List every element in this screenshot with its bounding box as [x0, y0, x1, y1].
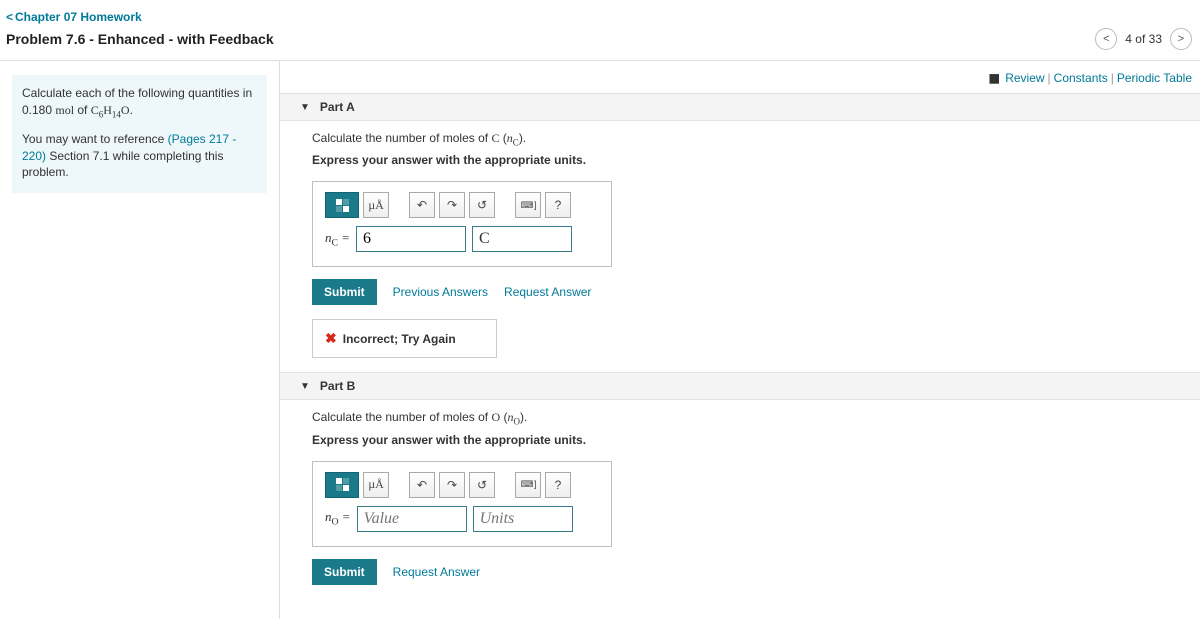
- review-link[interactable]: Review: [1005, 71, 1044, 85]
- request-answer-link-b[interactable]: Request Answer: [393, 565, 480, 579]
- units-button[interactable]: µÅ: [363, 472, 389, 498]
- pager: < 4 of 33 >: [1095, 28, 1192, 50]
- prev-page-button[interactable]: <: [1095, 28, 1117, 50]
- unit-input-a[interactable]: [472, 226, 572, 252]
- unit-input-b[interactable]: [473, 506, 573, 532]
- templates-button[interactable]: [325, 192, 359, 218]
- intro-box: Calculate each of the following quantiti…: [12, 75, 267, 193]
- reset-button[interactable]: ↺: [469, 472, 495, 498]
- caret-down-icon: ▼: [300, 381, 310, 392]
- reset-button[interactable]: ↺: [469, 192, 495, 218]
- caret-down-icon: ▼: [300, 102, 310, 113]
- periodic-table-link[interactable]: Periodic Table: [1117, 71, 1192, 85]
- problem-title: Problem 7.6 - Enhanced - with Feedback: [6, 31, 274, 47]
- feedback-box: ✖Incorrect; Try Again: [312, 319, 497, 358]
- chevron-left-icon: <: [6, 10, 13, 24]
- x-icon: ✖: [325, 330, 337, 346]
- redo-button[interactable]: ↷: [439, 192, 465, 218]
- help-button[interactable]: ?: [545, 192, 571, 218]
- request-answer-link-a[interactable]: Request Answer: [504, 285, 591, 299]
- next-page-button[interactable]: >: [1170, 28, 1192, 50]
- undo-button[interactable]: ↶: [409, 472, 435, 498]
- back-link[interactable]: <Chapter 07 Homework: [6, 10, 142, 24]
- keyboard-button[interactable]: ⌨ ]: [515, 472, 541, 498]
- value-input-a[interactable]: [356, 226, 466, 252]
- part-b-header[interactable]: ▼ Part B: [280, 372, 1200, 400]
- units-button[interactable]: µÅ: [363, 192, 389, 218]
- help-button[interactable]: ?: [545, 472, 571, 498]
- part-a-header[interactable]: ▼ Part A: [280, 93, 1200, 121]
- formula: C6H14O: [91, 103, 130, 117]
- pause-icon: ▮▮: [988, 71, 998, 85]
- undo-button[interactable]: ↶: [409, 192, 435, 218]
- answer-panel-b: µÅ ↶ ↷ ↺ ⌨ ] ? nO =: [312, 461, 612, 547]
- part-b: ▼ Part B Calculate the number of moles o…: [280, 372, 1200, 584]
- constants-link[interactable]: Constants: [1054, 71, 1108, 85]
- lhs-label: nO =: [325, 509, 351, 528]
- lhs-label: nC =: [325, 230, 350, 249]
- redo-button[interactable]: ↷: [439, 472, 465, 498]
- answer-panel-a: µÅ ↶ ↷ ↺ ⌨ ] ? nC =: [312, 181, 612, 267]
- previous-answers-link[interactable]: Previous Answers: [393, 285, 488, 299]
- submit-button-a[interactable]: Submit: [312, 279, 377, 305]
- templates-button[interactable]: [325, 472, 359, 498]
- keyboard-button[interactable]: ⌨ ]: [515, 192, 541, 218]
- part-a: ▼ Part A Calculate the number of moles o…: [280, 93, 1200, 358]
- value-input-b[interactable]: [357, 506, 467, 532]
- page-count: 4 of 33: [1125, 32, 1162, 46]
- submit-button-b[interactable]: Submit: [312, 559, 377, 585]
